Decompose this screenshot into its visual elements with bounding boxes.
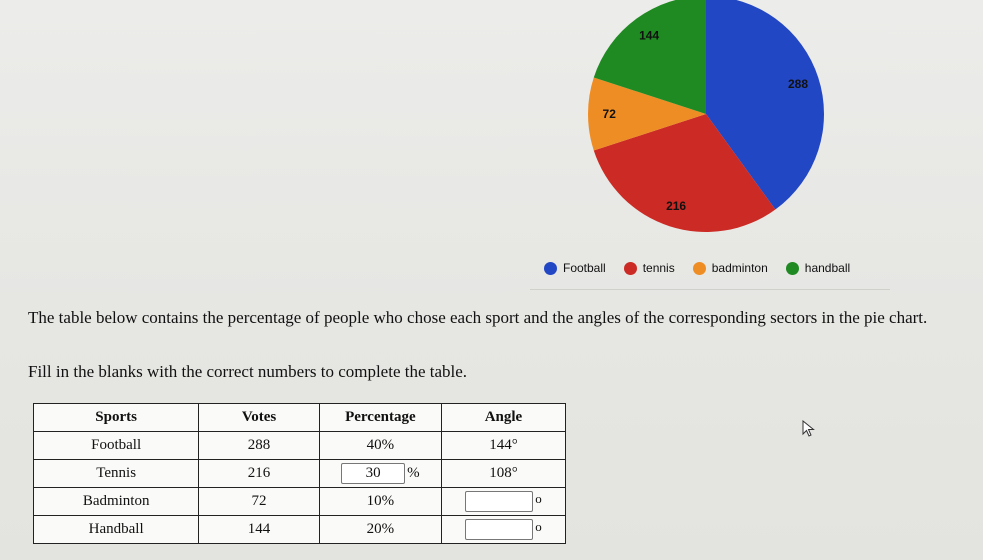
degree-sign: o [535, 491, 542, 506]
cell-angle: 108° [440, 459, 567, 488]
percent-sign: % [407, 465, 420, 481]
degree-sign: o [535, 519, 542, 534]
pie-data-label: 144 [639, 29, 659, 43]
cell-votes: 216 [198, 459, 320, 488]
legend-swatch [692, 261, 706, 275]
pie-data-label: 72 [603, 107, 617, 121]
table-row-football: Football 288 40% 144° [32, 431, 567, 460]
pie-slice-handball [593, 0, 706, 114]
legend-label: Football [563, 261, 606, 275]
cell-votes: 72 [198, 487, 320, 516]
instruction-fill-blanks: Fill in the blanks with the correct numb… [28, 362, 468, 381]
legend-label: tennis [642, 261, 675, 275]
instruction-text: The table below contains the percentage … [28, 308, 928, 327]
cell-sport: Handball [32, 515, 200, 544]
divider [530, 289, 890, 290]
legend-swatch [544, 261, 557, 275]
pie-data-label: 288 [788, 77, 808, 91]
pie-data-label: 216 [666, 199, 686, 213]
legend-item-tennis: tennis [623, 261, 675, 275]
tennis-percentage-input[interactable]: 30 [341, 463, 406, 484]
table-header-row: Sports Votes Percentage Angle [32, 403, 567, 432]
cell-percentage: 20% [318, 515, 442, 544]
legend-item-handball: handball [785, 261, 851, 275]
header-percentage: Percentage [318, 403, 442, 432]
pie-chart: 288 216 72 144 [588, 0, 824, 232]
legend-label: badminton [711, 261, 768, 275]
pie-chart-area: 288 216 72 144 Football tennis badminton handb… [544, 0, 850, 277]
pie-slice-badminton [588, 77, 706, 151]
header-sports: Sports [32, 403, 200, 432]
table-row-tennis: Tennis 216 30% 108° [32, 459, 567, 488]
cell-votes: 144 [198, 515, 320, 544]
cell-percentage: 40% [318, 431, 442, 460]
cell-votes: 288 [198, 431, 320, 460]
table-row-handball: Handball 144 20% o [32, 515, 567, 544]
cell-percentage: 30% [318, 459, 442, 488]
badminton-angle-input[interactable] [465, 491, 534, 512]
handball-angle-input[interactable] [465, 519, 534, 540]
chart-legend: Football tennis badminton handball [544, 259, 850, 277]
legend-swatch [785, 261, 799, 275]
header-votes: Votes [198, 403, 320, 432]
legend-item-badminton: badminton [692, 261, 768, 275]
mouse-pointer-icon [802, 420, 815, 437]
cell-angle: o [440, 515, 567, 544]
pie-slice-tennis [593, 114, 776, 232]
legend-label: handball [804, 261, 851, 275]
cell-angle: o [440, 487, 567, 516]
legend-item-football: Football [544, 261, 606, 275]
cell-sport: Badminton [32, 487, 200, 516]
cell-angle: 144° [440, 431, 567, 460]
legend-swatch [623, 261, 637, 275]
table-row-badminton: Badminton 72 10% o [32, 487, 567, 516]
answer-table: Sports Votes Percentage Angle Football 2… [32, 403, 567, 544]
pie-slice-football [706, 0, 824, 210]
cell-sport: Football [32, 431, 200, 460]
header-angle: Angle [440, 403, 567, 432]
cell-percentage: 10% [318, 487, 442, 516]
cell-sport: Tennis [32, 459, 200, 488]
